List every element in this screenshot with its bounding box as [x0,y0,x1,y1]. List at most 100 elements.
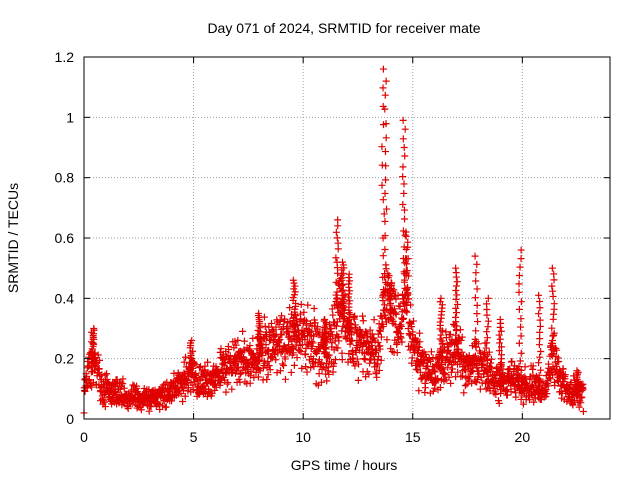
data-point [345,350,353,358]
data-point [329,311,337,319]
data-point [495,331,503,339]
data-point [187,359,195,367]
data-point [302,317,310,325]
data-point [550,346,558,354]
data-point [496,374,504,382]
data-point [323,377,331,385]
data-point [448,365,456,373]
data-point [550,276,558,284]
data-point [379,306,387,314]
data-point [400,143,408,151]
data-point [548,352,556,360]
data-point [403,295,411,303]
data-point [452,313,460,321]
data-point [427,348,435,356]
data-point [457,373,465,381]
data-point [314,381,322,389]
data-point [436,383,444,391]
data-point [397,322,405,330]
data-point [320,315,328,323]
data-point [314,323,322,331]
data-point [390,305,398,313]
data-point [162,403,170,411]
data-point [535,310,543,318]
data-point [471,294,479,302]
data-point [276,367,284,375]
data-point [233,367,241,375]
data-point [410,317,418,325]
data-point [460,389,468,397]
data-point [401,231,409,239]
data-point [256,336,264,344]
data-point [492,390,500,398]
data-point [452,331,460,339]
data-point [291,334,299,342]
data-point [339,302,347,310]
data-point [535,359,543,367]
data-point [334,222,342,230]
data-point [401,215,409,223]
data-point [544,382,552,390]
data-point [281,355,289,363]
data-point [379,323,387,331]
data-point [381,232,389,240]
data-point [345,270,353,278]
data-point [378,143,386,151]
data-point [212,383,220,391]
data-point [145,386,153,394]
data-point [436,298,444,306]
data-point [488,364,496,372]
data-point [272,356,280,364]
data-point [375,352,383,360]
data-point [579,408,587,416]
data-point [408,354,416,362]
data-point [291,320,299,328]
data-point [379,252,387,260]
data-point [404,255,412,263]
data-point [387,306,395,314]
data-point [221,358,229,366]
data-point [393,349,401,357]
data-point [483,334,491,342]
data-point [322,344,330,352]
data-point [331,356,339,364]
data-point [335,337,343,345]
data-point [453,278,461,286]
data-point [517,332,525,340]
data-point [351,312,359,320]
data-point [416,329,424,337]
data-point [204,358,212,366]
data-point [536,316,544,324]
data-point [298,341,306,349]
data-point [549,287,557,295]
data-point [445,373,453,381]
data-point [315,370,323,378]
data-point [333,301,341,309]
data-point [472,269,480,277]
data-point [346,297,354,305]
data-point [473,301,481,309]
data-point [334,216,342,224]
data-point [340,296,348,304]
data-point [279,360,287,368]
data-point [133,382,141,390]
x-tick-label: 15 [405,429,421,445]
data-point [103,375,111,383]
data-point [370,316,378,324]
data-point [516,373,524,381]
data-point [573,367,581,375]
y-tick-label: 0.8 [55,170,75,186]
data-point [344,293,352,301]
data-point [254,357,262,365]
data-point [326,335,334,343]
x-tick-label: 20 [515,429,531,445]
data-point [535,378,543,386]
data-point [268,327,276,335]
data-point [261,322,269,330]
data-point [325,351,333,359]
data-point [396,302,404,310]
data-point [320,335,328,343]
data-point [278,331,286,339]
data-point [555,358,563,366]
